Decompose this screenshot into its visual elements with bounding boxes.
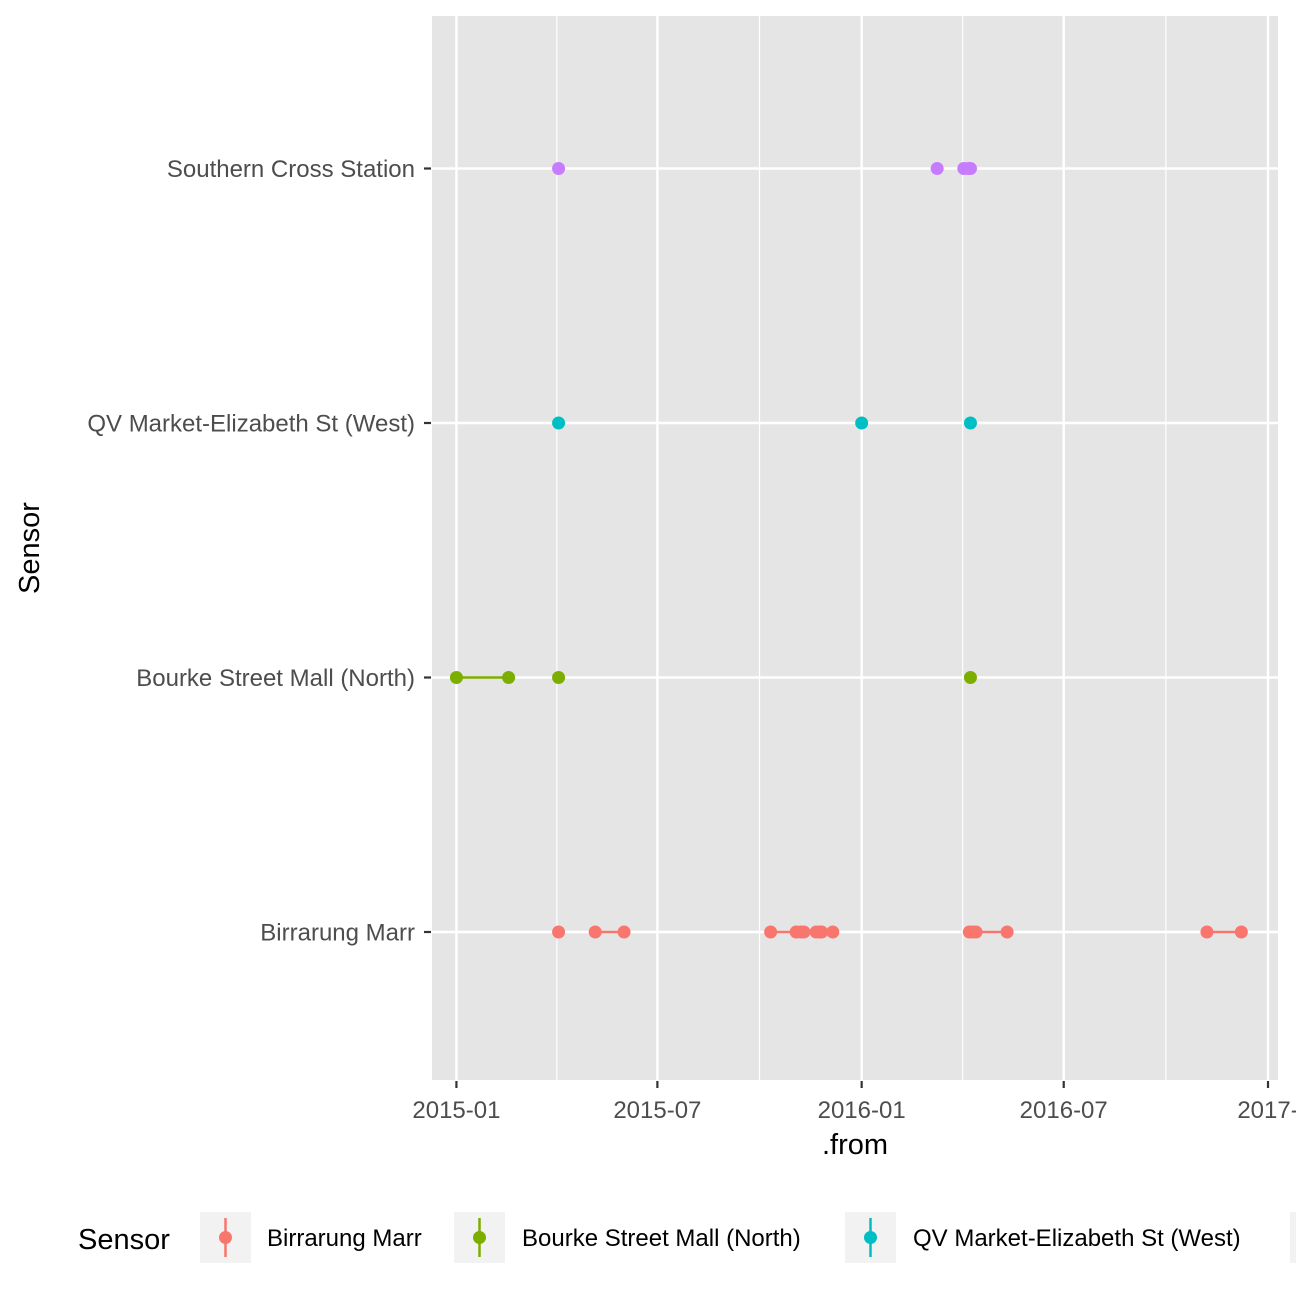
data-point (502, 671, 516, 684)
x-tick-label: 2016-01 (818, 1097, 906, 1124)
data-point (764, 925, 778, 939)
legend-key-point (219, 1231, 232, 1244)
x-tick-label: 2015-01 (412, 1097, 500, 1124)
y-tick-label: Birrarung Marr (260, 920, 415, 947)
legend-key-point (473, 1231, 486, 1244)
x-tick-label: 2017- (1237, 1097, 1296, 1124)
legend-title: Sensor (78, 1224, 170, 1256)
data-point (552, 671, 566, 684)
y-axis-title: Sensor (14, 502, 46, 594)
data-point (552, 925, 566, 939)
x-tick-label: 2015-07 (613, 1097, 701, 1124)
data-point (588, 925, 602, 939)
legend-label: QV Market-Elizabeth St (West) (913, 1225, 1241, 1252)
y-tick-label: Bourke Street Mall (North) (136, 665, 415, 692)
grid-minor (556, 16, 1167, 1080)
data-point (1200, 925, 1214, 939)
y-tick-label: QV Market-Elizabeth St (West) (87, 411, 415, 438)
data-point (1234, 925, 1248, 939)
data-point (552, 162, 566, 175)
data-point (826, 925, 840, 939)
legend-key (1290, 1212, 1296, 1263)
legend-label: Birrarung Marr (267, 1225, 422, 1252)
data-point (930, 162, 944, 175)
x-axis: 2015-01 2015-07 2016-01 2016-07 2017- (412, 1081, 1296, 1124)
data-point (1000, 925, 1014, 939)
data-point (617, 925, 631, 939)
grid-major (432, 16, 1278, 1080)
series-points (449, 162, 1248, 939)
y-tick-label: Southern Cross Station (167, 156, 415, 183)
data-point (449, 671, 463, 684)
data-point (797, 925, 811, 939)
legend: Sensor Birrarung Marr Bourke Street Mall … (78, 1212, 1296, 1263)
data-point (855, 416, 869, 430)
data-point (963, 671, 977, 684)
data-point (963, 416, 977, 430)
data-point (963, 162, 977, 175)
data-point (969, 925, 983, 939)
data-point (815, 925, 829, 939)
plot-panel (432, 16, 1278, 1080)
legend-label: Bourke Street Mall (North) (522, 1225, 801, 1252)
y-axis: Birrarung Marr Bourke Street Mall (North)… (87, 156, 431, 947)
legend-key-point (864, 1231, 877, 1244)
data-point (552, 416, 566, 430)
x-axis-title: .from (822, 1129, 888, 1161)
x-tick-label: 2016-07 (1020, 1097, 1108, 1124)
